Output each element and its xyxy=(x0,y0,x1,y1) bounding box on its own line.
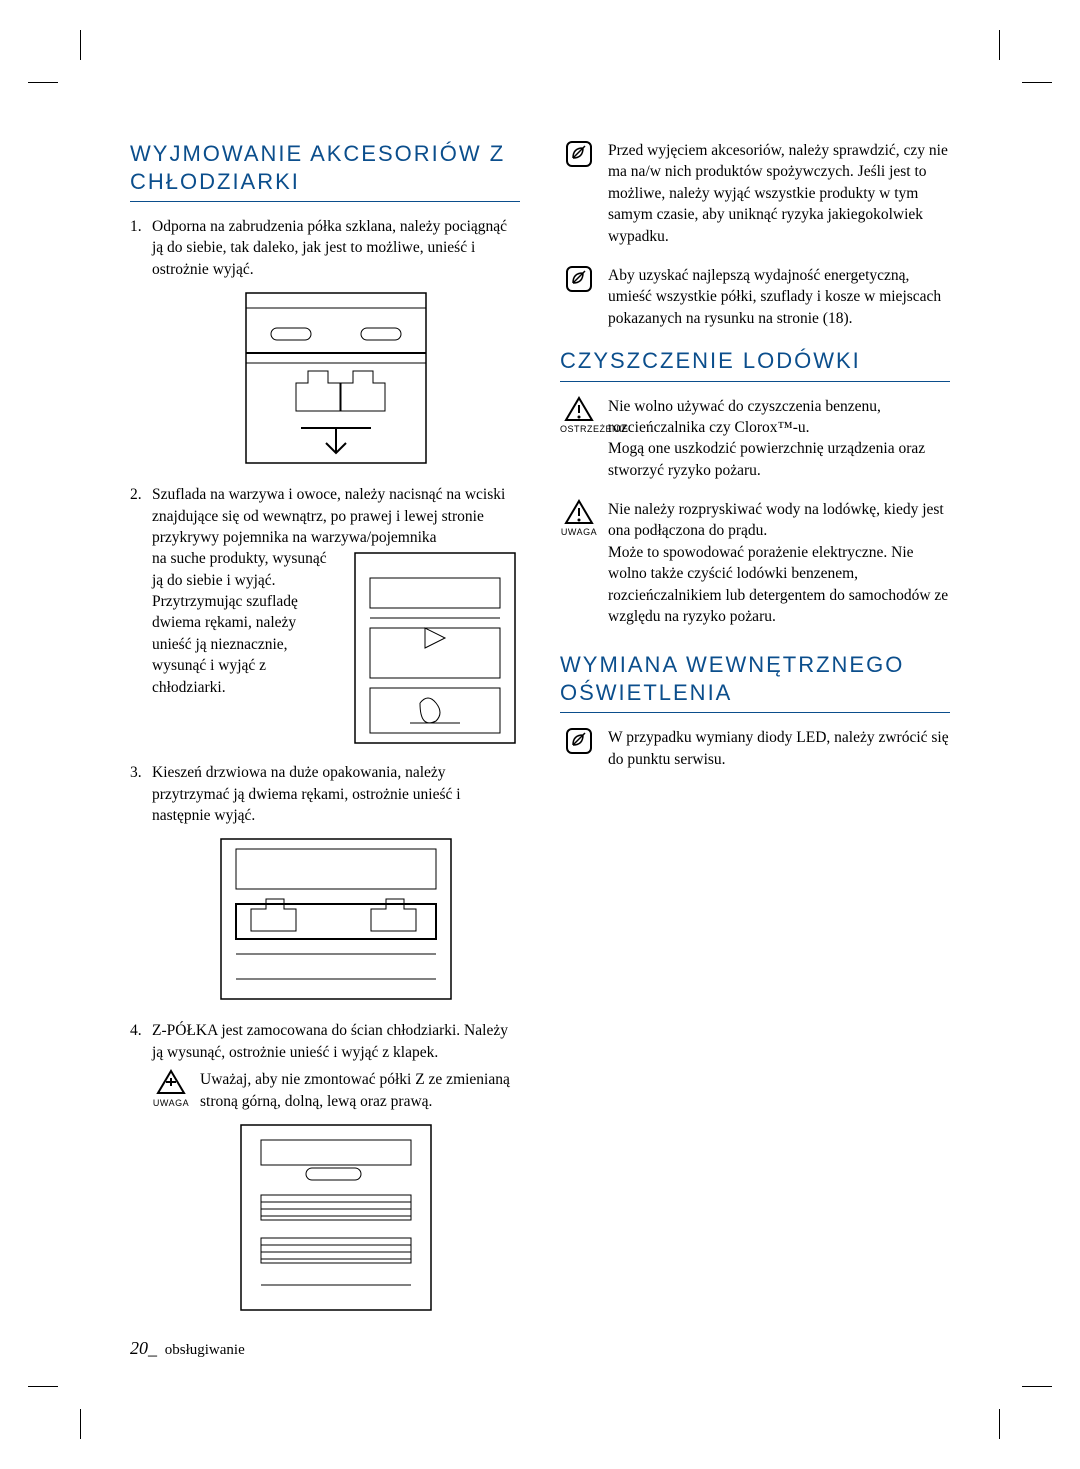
warning-benzene-text: Nie wolno używać do czyszczenia benzenu,… xyxy=(608,396,950,482)
step-3-text: Kieszeń drzwiowa na duże opakowania, nal… xyxy=(152,764,461,824)
step-4: Z-PÓŁKA jest zamocowana do ścian chłodzi… xyxy=(130,1020,520,1315)
crop-mark xyxy=(80,1409,81,1439)
right-column: Przed wyjęciem akcesoriów, należy sprawd… xyxy=(560,140,950,1331)
note-energy: Aby uzyskać najlepszą wydajność energety… xyxy=(560,265,950,329)
z-shelf-illustration xyxy=(236,1120,436,1315)
step-1-text: Odporna na zabrudzenia półka szklana, na… xyxy=(152,218,507,278)
note-check-food-text: Przed wyjęciem akcesoriów, należy sprawd… xyxy=(608,140,950,247)
crop-mark xyxy=(999,1409,1000,1439)
crop-mark xyxy=(999,30,1000,60)
caution-water-text: Nie należy rozpryskiwać wody na lodówkę,… xyxy=(608,499,950,627)
caution-water: UWAGA Nie należy rozpryskiwać wody na lo… xyxy=(560,499,950,627)
heading-light: WYMIANA WEWNĘTRZNEGO OŚWIETLENIA xyxy=(560,651,950,713)
step-4-note: Uważaj, aby nie zmontować półki Z ze zmi… xyxy=(200,1069,520,1112)
drawer-illustration xyxy=(350,548,520,748)
page-content: WYJMOWANIE AKCESORIÓW Z CHŁODZIARKI Odpo… xyxy=(130,140,950,1331)
step-1: Odporna na zabrudzenia półka szklana, na… xyxy=(130,216,520,468)
crop-mark xyxy=(1022,1386,1052,1387)
heading-remove-accessories: WYJMOWANIE AKCESORIÓW Z CHŁODZIARKI xyxy=(130,140,520,202)
crop-mark xyxy=(28,82,58,83)
leaf-icon xyxy=(560,140,598,247)
crop-mark xyxy=(28,1386,58,1387)
step-3: Kieszeń drzwiowa na duże opakowania, nal… xyxy=(130,762,520,1004)
caution-label: UWAGA xyxy=(152,1097,190,1109)
note-check-food: Przed wyjęciem akcesoriów, należy sprawd… xyxy=(560,140,950,247)
step-1-figure xyxy=(152,288,520,468)
warning-benzene: OSTRZEŻENIE Nie wolno używać do czyszcze… xyxy=(560,396,950,482)
step-4-text: Z-PÓŁKA jest zamocowana do ścian chłodzi… xyxy=(152,1022,508,1060)
step-3-figure xyxy=(152,834,520,1004)
crop-mark xyxy=(80,30,81,60)
warning-icon: OSTRZEŻENIE xyxy=(560,396,598,482)
leaf-icon xyxy=(560,727,598,770)
warning-icon: UWAGA xyxy=(560,499,598,627)
crop-mark xyxy=(1022,82,1052,83)
caution-label: UWAGA xyxy=(560,527,598,537)
page-footer: 20_ obsługiwanie xyxy=(130,1338,245,1359)
step-2-text-b: na suche produkty, wysunąć ją do siebie … xyxy=(152,548,334,748)
step-2-text-a: Szuflada na warzywa i owoce, należy naci… xyxy=(152,484,520,548)
page-number: 20_ xyxy=(130,1338,157,1358)
left-column: WYJMOWANIE AKCESORIÓW Z CHŁODZIARKI Odpo… xyxy=(130,140,520,1331)
caution-icon: UWAGA xyxy=(152,1069,190,1112)
note-led: W przypadku wymiany diody LED, należy zw… xyxy=(560,727,950,770)
step-2: Szuflada na warzywa i owoce, należy naci… xyxy=(130,484,520,748)
shelf-illustration xyxy=(241,288,431,468)
steps-list: Odporna na zabrudzenia półka szklana, na… xyxy=(130,216,520,1315)
warning-label: OSTRZEŻENIE xyxy=(560,424,598,434)
note-energy-text: Aby uzyskać najlepszą wydajność energety… xyxy=(608,265,950,329)
leaf-icon xyxy=(560,265,598,329)
step-4-figure xyxy=(152,1120,520,1315)
heading-cleaning: CZYSZCZENIE LODÓWKI xyxy=(560,347,950,382)
footer-label: obsługiwanie xyxy=(165,1342,245,1358)
note-led-text: W przypadku wymiany diody LED, należy zw… xyxy=(608,727,950,770)
door-bin-illustration xyxy=(216,834,456,1004)
